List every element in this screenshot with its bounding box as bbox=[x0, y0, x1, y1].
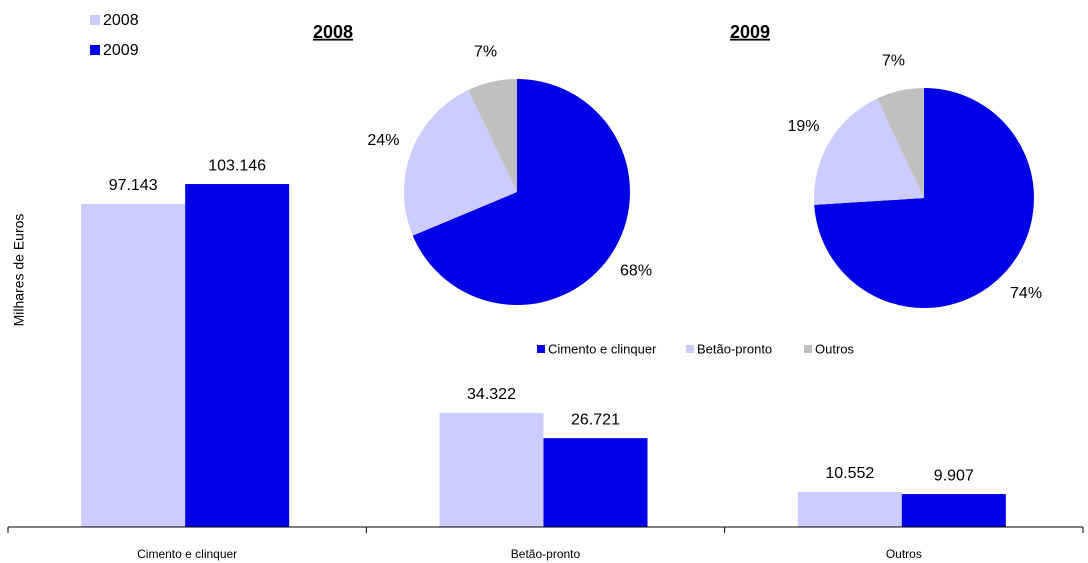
bar bbox=[901, 494, 1006, 527]
legend-label: Cimento e clinquer bbox=[548, 341, 657, 356]
pie-slice bbox=[412, 78, 631, 305]
data-label: 7% bbox=[474, 44, 497, 61]
data-label: 26.721 bbox=[571, 411, 620, 428]
bar bbox=[797, 491, 902, 527]
legend-label: 2008 bbox=[103, 12, 139, 29]
pie-slice bbox=[404, 89, 517, 236]
data-label: 103.146 bbox=[208, 157, 266, 174]
bar bbox=[81, 203, 186, 528]
x-tick-label: Cimento e clinquer bbox=[137, 547, 237, 561]
legend-swatch bbox=[90, 15, 100, 25]
data-label: 19% bbox=[787, 118, 819, 135]
data-label: 10.552 bbox=[825, 465, 874, 482]
x-tick-label: Betão-pronto bbox=[511, 547, 581, 561]
pie-slice bbox=[814, 98, 924, 205]
data-label: 9.907 bbox=[934, 467, 974, 484]
legend-label: Betão-pronto bbox=[697, 341, 772, 356]
data-label: 68% bbox=[620, 262, 652, 279]
pie-slice bbox=[468, 79, 517, 192]
x-tick-label: Outros bbox=[886, 547, 922, 561]
legend-label: Outros bbox=[815, 341, 855, 356]
data-label: 7% bbox=[882, 53, 905, 70]
pie-slice bbox=[814, 88, 1034, 308]
pie-slice bbox=[877, 88, 924, 198]
legend-swatch bbox=[804, 345, 812, 353]
bar bbox=[543, 438, 648, 527]
pie-title: 2008 bbox=[313, 22, 353, 42]
legend-swatch bbox=[686, 345, 694, 353]
y-axis-label: Milhares de Euros bbox=[11, 214, 27, 327]
pie-title: 2009 bbox=[730, 22, 770, 42]
legend-label: 2009 bbox=[103, 42, 139, 59]
data-label: 24% bbox=[367, 132, 399, 149]
bar bbox=[439, 412, 544, 527]
legend-swatch bbox=[90, 45, 100, 55]
legend-swatch bbox=[537, 345, 545, 353]
data-label: 34.322 bbox=[467, 386, 516, 403]
data-label: 74% bbox=[1010, 285, 1042, 302]
data-label: 97.143 bbox=[109, 177, 158, 194]
bar bbox=[185, 184, 290, 527]
